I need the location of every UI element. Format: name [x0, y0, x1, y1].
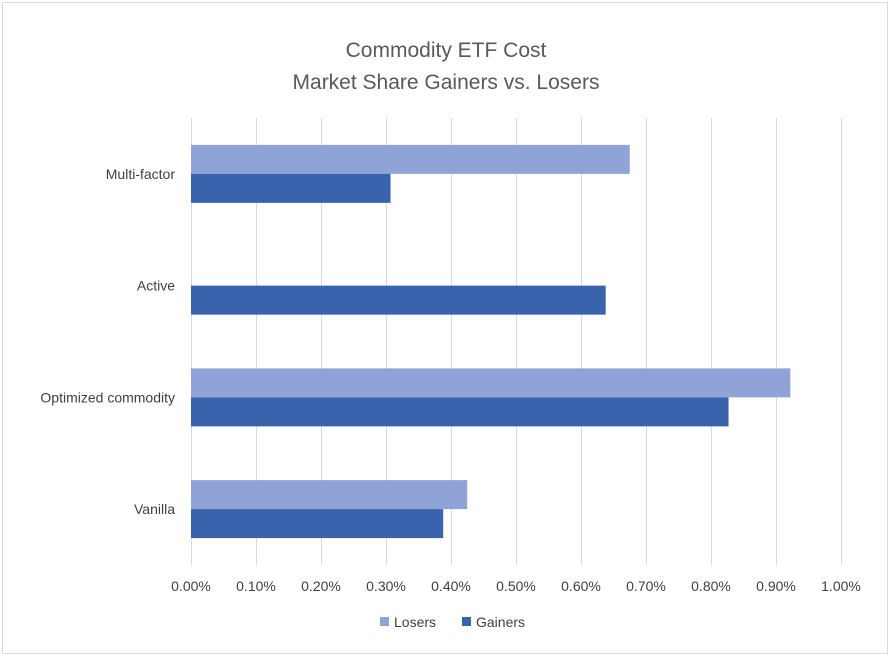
x-tick-label: 0.70% [626, 578, 666, 594]
bar-losers [191, 144, 630, 174]
legend-label: Losers [394, 614, 436, 630]
category-label: Optimized commodity [40, 389, 175, 405]
x-tick-label: 0.30% [366, 578, 406, 594]
chart-title-line-2: Market Share Gainers vs. Losers [293, 71, 600, 94]
x-tick-labels: 0.00% 0.10% 0.20% 0.30% 0.40% 0.50% 0.60% 0.70%… [171, 578, 861, 594]
x-tick-label: 0.00% [171, 578, 211, 594]
legend: Losers Gainers [380, 614, 525, 630]
x-tick-label: 0.20% [301, 578, 341, 594]
bar-losers [191, 480, 468, 510]
x-tick-label: 0.80% [691, 578, 731, 594]
bar-gainers [191, 397, 729, 427]
x-tick-label: 0.10% [236, 578, 276, 594]
legend-label: Gainers [476, 614, 525, 630]
legend-swatch [462, 617, 471, 626]
bar-gainers [191, 509, 444, 539]
category-label: Vanilla [134, 501, 175, 517]
x-tick-label: 0.40% [431, 578, 471, 594]
x-tick-label: 0.60% [561, 578, 601, 594]
x-tick-label: 1.00% [821, 578, 861, 594]
bar-gainers [191, 173, 391, 203]
x-tick-label: 0.50% [496, 578, 536, 594]
bars [191, 144, 791, 539]
legend-swatch [380, 617, 389, 626]
bar-losers [191, 368, 791, 398]
x-tick-label: 0.90% [756, 578, 796, 594]
chart-title-line-1: Commodity ETF Cost [346, 39, 547, 62]
category-label: Multi-factor [106, 166, 176, 182]
bar-gainers [191, 285, 606, 315]
category-labels: Multi-factor Active Optimized commodity Van… [40, 166, 175, 517]
category-label: Active [137, 278, 175, 294]
